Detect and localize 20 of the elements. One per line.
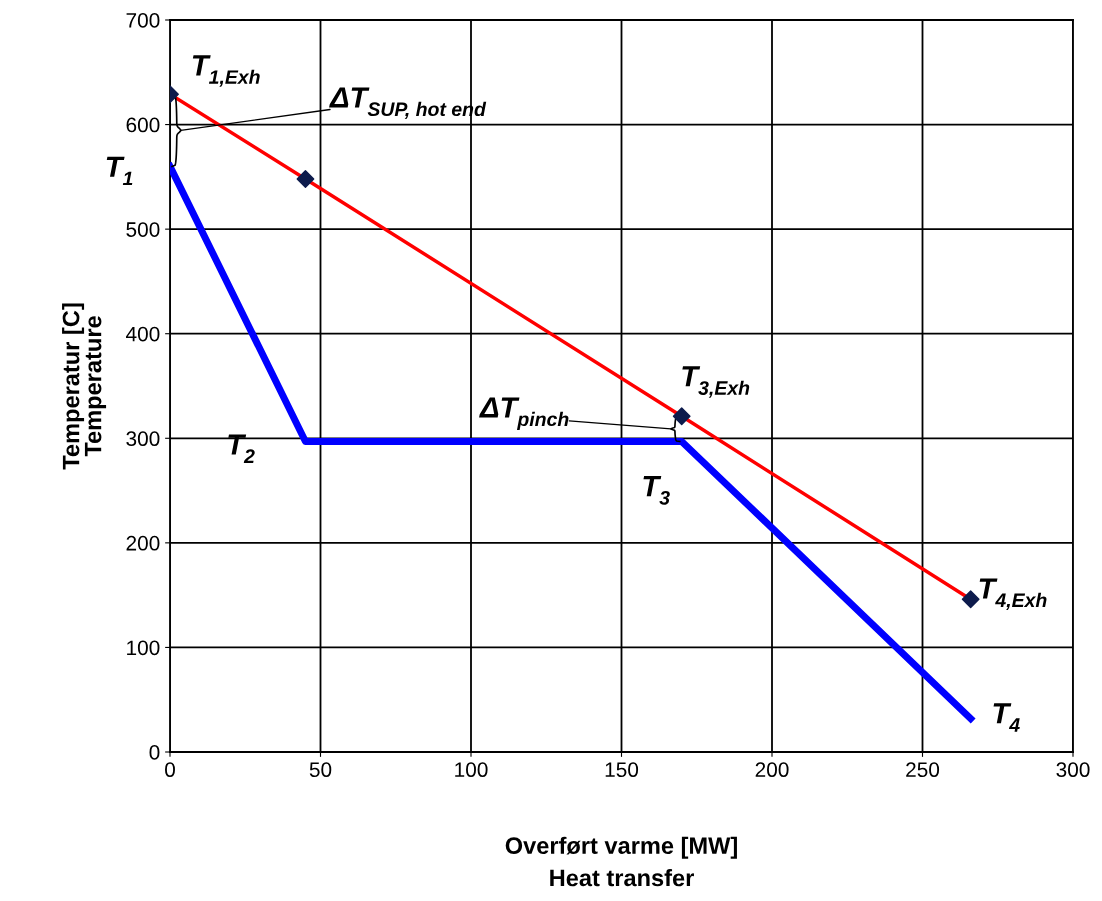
y-tick-label: 600: [126, 117, 160, 133]
y-tick-label: 700: [126, 13, 160, 28]
point: [296, 170, 315, 188]
x-axis-title: Overført varme [MW] Heat transfer: [505, 836, 737, 887]
y-tick-label: 400: [126, 326, 160, 342]
point: [961, 590, 980, 609]
y-tick-label: 500: [126, 222, 160, 237]
x-tick-label: 250: [906, 762, 940, 778]
y-tick-label: 200: [126, 535, 160, 551]
x-tick-label: 0: [165, 762, 175, 778]
x-tick-label: 100: [455, 762, 488, 778]
point: [672, 407, 691, 426]
y-tick-label: 0: [149, 745, 160, 760]
y-tick-label: 300: [126, 431, 160, 447]
x-tick-label: 200: [755, 762, 789, 778]
y-axis-title: Temperatur [C] Temperature: [62, 303, 107, 470]
x-tick-label: 300: [1056, 762, 1090, 778]
x-tick-label: 150: [605, 762, 639, 778]
y-tick-label: 100: [127, 640, 160, 656]
x-tick-label: 50: [309, 762, 332, 778]
